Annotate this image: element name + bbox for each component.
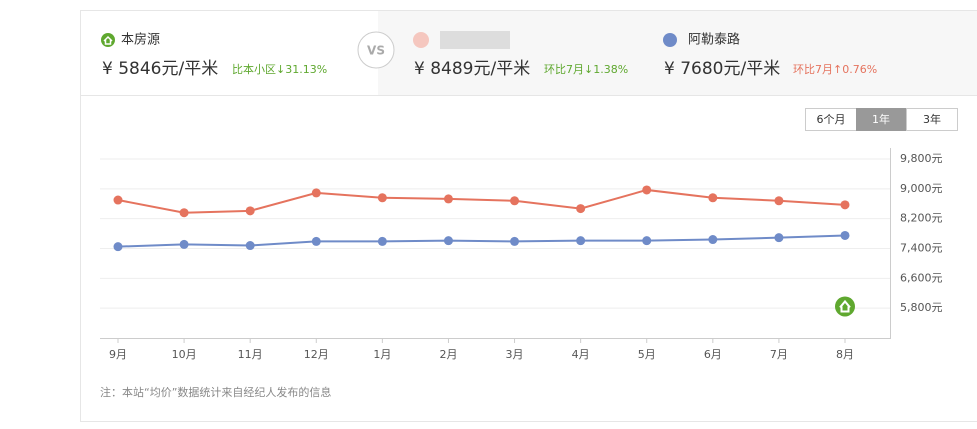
data-point — [510, 196, 520, 206]
vs-badge — [357, 31, 395, 69]
data-point — [840, 230, 850, 240]
range-button-label[interactable]: 6个月 — [817, 113, 846, 126]
x-tick-label: 12月 — [304, 348, 329, 361]
item-price: ¥ 5846元/平米 — [102, 59, 218, 79]
series-line — [117, 234, 846, 248]
x-tick-label: 7月 — [770, 348, 788, 361]
data-point — [774, 233, 784, 243]
y-tick-label: 8,200元 — [900, 212, 943, 225]
data-point — [642, 236, 652, 246]
y-tick-label: 6,600元 — [900, 271, 943, 284]
data-point — [113, 242, 123, 252]
item-change: 环比7月↑0.76% — [793, 63, 877, 76]
data-point — [708, 235, 718, 245]
series-line — [117, 188, 846, 214]
x-tick-label: 1月 — [373, 348, 391, 361]
data-point — [443, 236, 453, 246]
y-tick-label: 9,800元 — [900, 152, 943, 165]
data-point — [245, 241, 255, 251]
x-tick-label: 11月 — [238, 348, 263, 361]
legend-dot — [663, 33, 677, 47]
x-tick-label: 9月 — [109, 348, 127, 361]
item-change: 环比7月↓1.38% — [544, 63, 628, 76]
data-point — [510, 236, 520, 246]
data-point — [840, 200, 850, 210]
data-point — [708, 193, 718, 203]
compare-panel — [378, 11, 977, 95]
data-point — [576, 204, 586, 214]
y-tick-label: 9,000元 — [900, 182, 943, 195]
x-tick-label: 4月 — [572, 348, 590, 361]
item-price: ¥ 7680元/平米 — [664, 59, 780, 79]
range-button-label[interactable]: 3年 — [923, 112, 941, 126]
item-label: 阿勒泰路 — [688, 32, 740, 48]
data-point — [377, 236, 387, 246]
data-point — [576, 236, 586, 246]
data-point — [179, 239, 189, 249]
data-point — [311, 188, 321, 198]
data-point — [642, 185, 652, 195]
x-tick-label: 2月 — [439, 348, 457, 361]
data-point — [774, 196, 784, 206]
y-tick-label: 5,800元 — [900, 301, 943, 314]
item-change: 比本小区↓31.13% — [232, 62, 327, 76]
x-tick-label: 10月 — [172, 348, 197, 361]
data-point — [245, 206, 255, 216]
home-marker-glyph — [839, 299, 851, 313]
vs-text: VS — [367, 44, 385, 58]
note: 注：本站“均价”数据统计来自经纪人发布的信息 — [100, 385, 331, 399]
item-price: ¥ 8489元/平米 — [414, 59, 530, 79]
y-tick-label: 7,400元 — [900, 242, 943, 255]
data-point — [311, 236, 321, 246]
x-tick-label: 3月 — [506, 348, 524, 361]
x-tick-label: 8月 — [836, 348, 854, 361]
home-icon-glyph — [103, 35, 113, 45]
range-button-label[interactable]: 1年 — [872, 112, 890, 126]
item-label: 本房源 — [121, 32, 160, 48]
blurred-dot — [413, 32, 429, 48]
data-point — [377, 193, 387, 203]
x-tick-label: 6月 — [704, 348, 722, 361]
data-point — [179, 208, 189, 218]
range-button[interactable] — [906, 108, 958, 131]
blurred-name — [440, 31, 510, 49]
home-icon — [101, 33, 115, 47]
data-point — [443, 194, 453, 204]
x-tick-label: 5月 — [638, 348, 656, 361]
home-marker — [835, 296, 855, 317]
data-point — [113, 195, 123, 205]
